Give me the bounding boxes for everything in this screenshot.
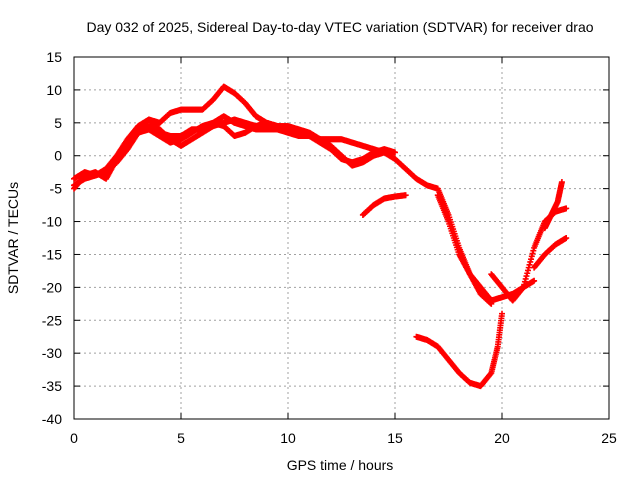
- y-tick-label: -35: [42, 378, 62, 394]
- x-tick-label: 15: [387, 430, 403, 446]
- x-tick-label: 10: [280, 430, 296, 446]
- y-tick-label: 5: [54, 115, 62, 131]
- y-tick-label: 15: [46, 49, 62, 65]
- series-track-4: [124, 83, 324, 143]
- y-tick-label: -40: [42, 411, 62, 427]
- data-point: [392, 149, 398, 156]
- y-tick-label: -20: [42, 279, 62, 295]
- data-point: [563, 235, 570, 241]
- data-points: [71, 83, 570, 390]
- data-point: [402, 192, 409, 199]
- grid: [74, 57, 609, 419]
- data-point: [563, 205, 570, 212]
- y-tick-label: -15: [42, 246, 62, 262]
- y-tick-label: -5: [50, 181, 63, 197]
- axes: 0 5 10 15 20 25 15 10 5 0 -5 -10 -15 -20 -25 -30 -35 -40: [42, 49, 617, 446]
- plot-frame: [73, 56, 610, 420]
- series-track-9: [531, 235, 570, 271]
- series-track-10: [541, 179, 565, 232]
- data-point: [317, 136, 324, 143]
- data-point: [531, 277, 538, 284]
- y-tick-label: -30: [42, 345, 62, 361]
- x-tick-label: 0: [70, 430, 78, 446]
- x-axis-title: GPS time / hours: [287, 457, 394, 473]
- x-tick-label: 25: [601, 430, 617, 446]
- y-tick-label: 0: [54, 148, 62, 164]
- data-point: [499, 310, 505, 317]
- x-tick-label: 20: [494, 430, 510, 446]
- y-tick-label: -25: [42, 312, 62, 328]
- y-axis-title: SDTVAR / TECUs: [5, 182, 21, 294]
- y-tick-label: 10: [46, 82, 62, 98]
- series-track-1: [71, 113, 495, 307]
- y-tick-label: -10: [42, 214, 62, 230]
- series-track-5: [359, 192, 409, 218]
- series-track-6: [413, 310, 505, 390]
- data-point: [381, 149, 388, 156]
- x-tick-label: 5: [177, 430, 185, 446]
- chart-title: Day 032 of 2025, Sidereal Day-to-day VTE…: [86, 19, 593, 35]
- data-point: [558, 179, 565, 186]
